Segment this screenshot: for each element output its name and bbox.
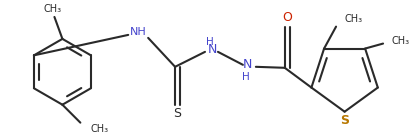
Text: CH₃: CH₃: [90, 124, 108, 134]
Text: H: H: [206, 37, 214, 47]
Text: CH₃: CH₃: [343, 14, 361, 24]
Text: CH₃: CH₃: [390, 36, 408, 46]
Text: N: N: [242, 58, 252, 71]
Text: S: S: [339, 114, 348, 127]
Text: H: H: [242, 72, 249, 82]
Text: N: N: [207, 43, 216, 56]
Text: O: O: [281, 11, 291, 24]
Text: NH: NH: [130, 27, 146, 37]
Text: S: S: [173, 107, 180, 120]
Text: CH₃: CH₃: [43, 4, 62, 14]
